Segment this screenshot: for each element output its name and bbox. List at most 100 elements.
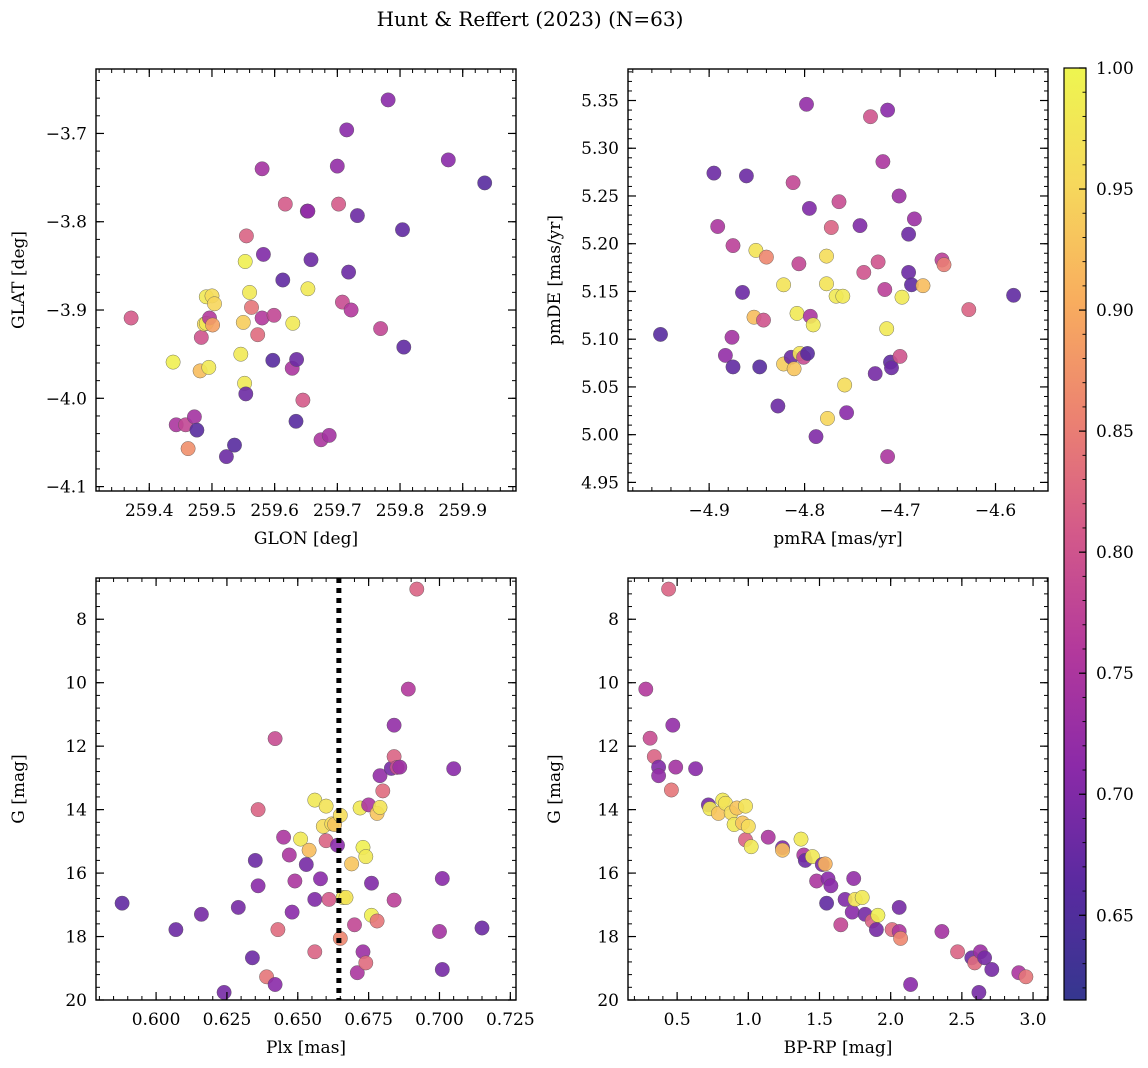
data-point	[293, 831, 308, 847]
data-point	[318, 798, 334, 814]
x-axis-label: GLON [deg]	[254, 529, 358, 549]
axes-frame	[627, 68, 1049, 492]
data-point	[247, 853, 263, 868]
data-point	[267, 731, 283, 746]
data-point	[321, 892, 337, 907]
data-point	[235, 314, 251, 330]
data-point	[869, 922, 884, 937]
data-point	[227, 437, 242, 453]
data-point	[276, 829, 291, 845]
y-tick-label: −3.7	[46, 124, 87, 144]
x-tick-label: 259.8	[376, 501, 425, 521]
x-axis-label: BP-RP [mag]	[784, 1038, 893, 1058]
y-tick-label: −4.0	[46, 389, 87, 409]
data-point	[823, 220, 839, 235]
data-point	[409, 581, 425, 597]
data-point	[835, 288, 851, 304]
data-point	[250, 878, 266, 894]
y-tick-label: 8	[608, 610, 619, 630]
data-point	[668, 759, 684, 775]
data-point	[907, 211, 922, 227]
colorbar-tick-label: 0.85	[1096, 422, 1134, 442]
y-tick-label: 5.15	[581, 282, 619, 302]
data-point	[901, 264, 916, 280]
axes-frame	[95, 68, 517, 492]
y-axis-label: pmDE [mas/yr]	[545, 215, 565, 345]
data-point	[230, 900, 246, 915]
data-point	[446, 761, 462, 777]
data-point	[870, 907, 886, 923]
y-tick-label: 5.00	[581, 426, 619, 446]
y-tick-label: 5.30	[581, 139, 619, 159]
data-point	[347, 917, 362, 933]
data-point	[642, 730, 658, 746]
data-point	[1006, 287, 1021, 303]
data-point	[915, 278, 931, 294]
data-point	[341, 264, 356, 280]
y-tick-label: −3.9	[46, 301, 87, 321]
y-axis-label: G [mag]	[545, 754, 565, 823]
data-point	[329, 158, 345, 174]
data-point	[759, 249, 774, 265]
data-point	[688, 761, 703, 777]
data-point	[760, 829, 776, 845]
y-tick-label: −4.1	[46, 478, 87, 498]
data-point	[250, 327, 266, 343]
data-point	[892, 348, 908, 364]
x-tick-label: 0.625	[203, 1010, 252, 1030]
data-point	[284, 904, 300, 920]
data-point	[349, 965, 365, 981]
data-point	[307, 944, 323, 960]
data-point	[894, 289, 910, 305]
data-point	[373, 321, 388, 336]
x-tick-label: 259.9	[438, 501, 487, 521]
data-point	[281, 847, 297, 863]
data-point	[877, 282, 893, 297]
data-point	[805, 849, 820, 864]
data-point	[358, 849, 374, 864]
data-point	[893, 931, 908, 946]
x-tick-label: 0.700	[415, 1010, 464, 1030]
data-point	[193, 329, 209, 345]
points	[114, 581, 490, 1000]
y-tick-label: 4.95	[581, 473, 619, 493]
data-point	[244, 950, 260, 966]
data-point	[775, 842, 790, 858]
colorbar-gradient	[1063, 67, 1087, 1001]
y-axis-label: GLAT [deg]	[9, 231, 29, 329]
data-point	[300, 281, 316, 297]
data-point	[971, 985, 987, 1000]
data-point	[756, 312, 771, 328]
data-point	[808, 429, 824, 444]
data-point	[934, 924, 950, 939]
data-point	[653, 326, 668, 342]
data-point	[833, 917, 849, 933]
data-point	[819, 276, 834, 292]
data-point	[289, 352, 304, 367]
x-tick-label: −4.7	[879, 501, 920, 521]
data-point	[237, 254, 253, 269]
x-tick-label: 259.6	[250, 501, 299, 521]
data-point	[386, 892, 402, 908]
data-point	[265, 352, 281, 368]
data-point	[218, 449, 234, 464]
panel-bprp-g: 0.5 1.0 1.5 2.0 2.5 3.0 8 10 12 14 16 18 20 BP-RP [ma…	[545, 577, 1049, 1058]
y-tick-label: 5.35	[581, 92, 619, 112]
data-point	[791, 256, 807, 272]
data-point	[216, 985, 232, 1000]
data-point	[770, 398, 786, 414]
data-point	[718, 347, 733, 363]
data-point	[661, 581, 676, 597]
data-point	[238, 228, 254, 244]
data-point	[738, 798, 753, 814]
x-tick-label: 3.0	[1020, 1010, 1047, 1030]
data-point	[867, 366, 883, 381]
y-tick-label: 20	[597, 991, 619, 1011]
data-point	[254, 161, 270, 177]
data-point	[901, 226, 916, 242]
data-point	[819, 248, 834, 264]
data-point	[189, 422, 205, 438]
data-point	[339, 122, 355, 138]
data-point	[300, 203, 316, 219]
data-point	[298, 857, 314, 872]
